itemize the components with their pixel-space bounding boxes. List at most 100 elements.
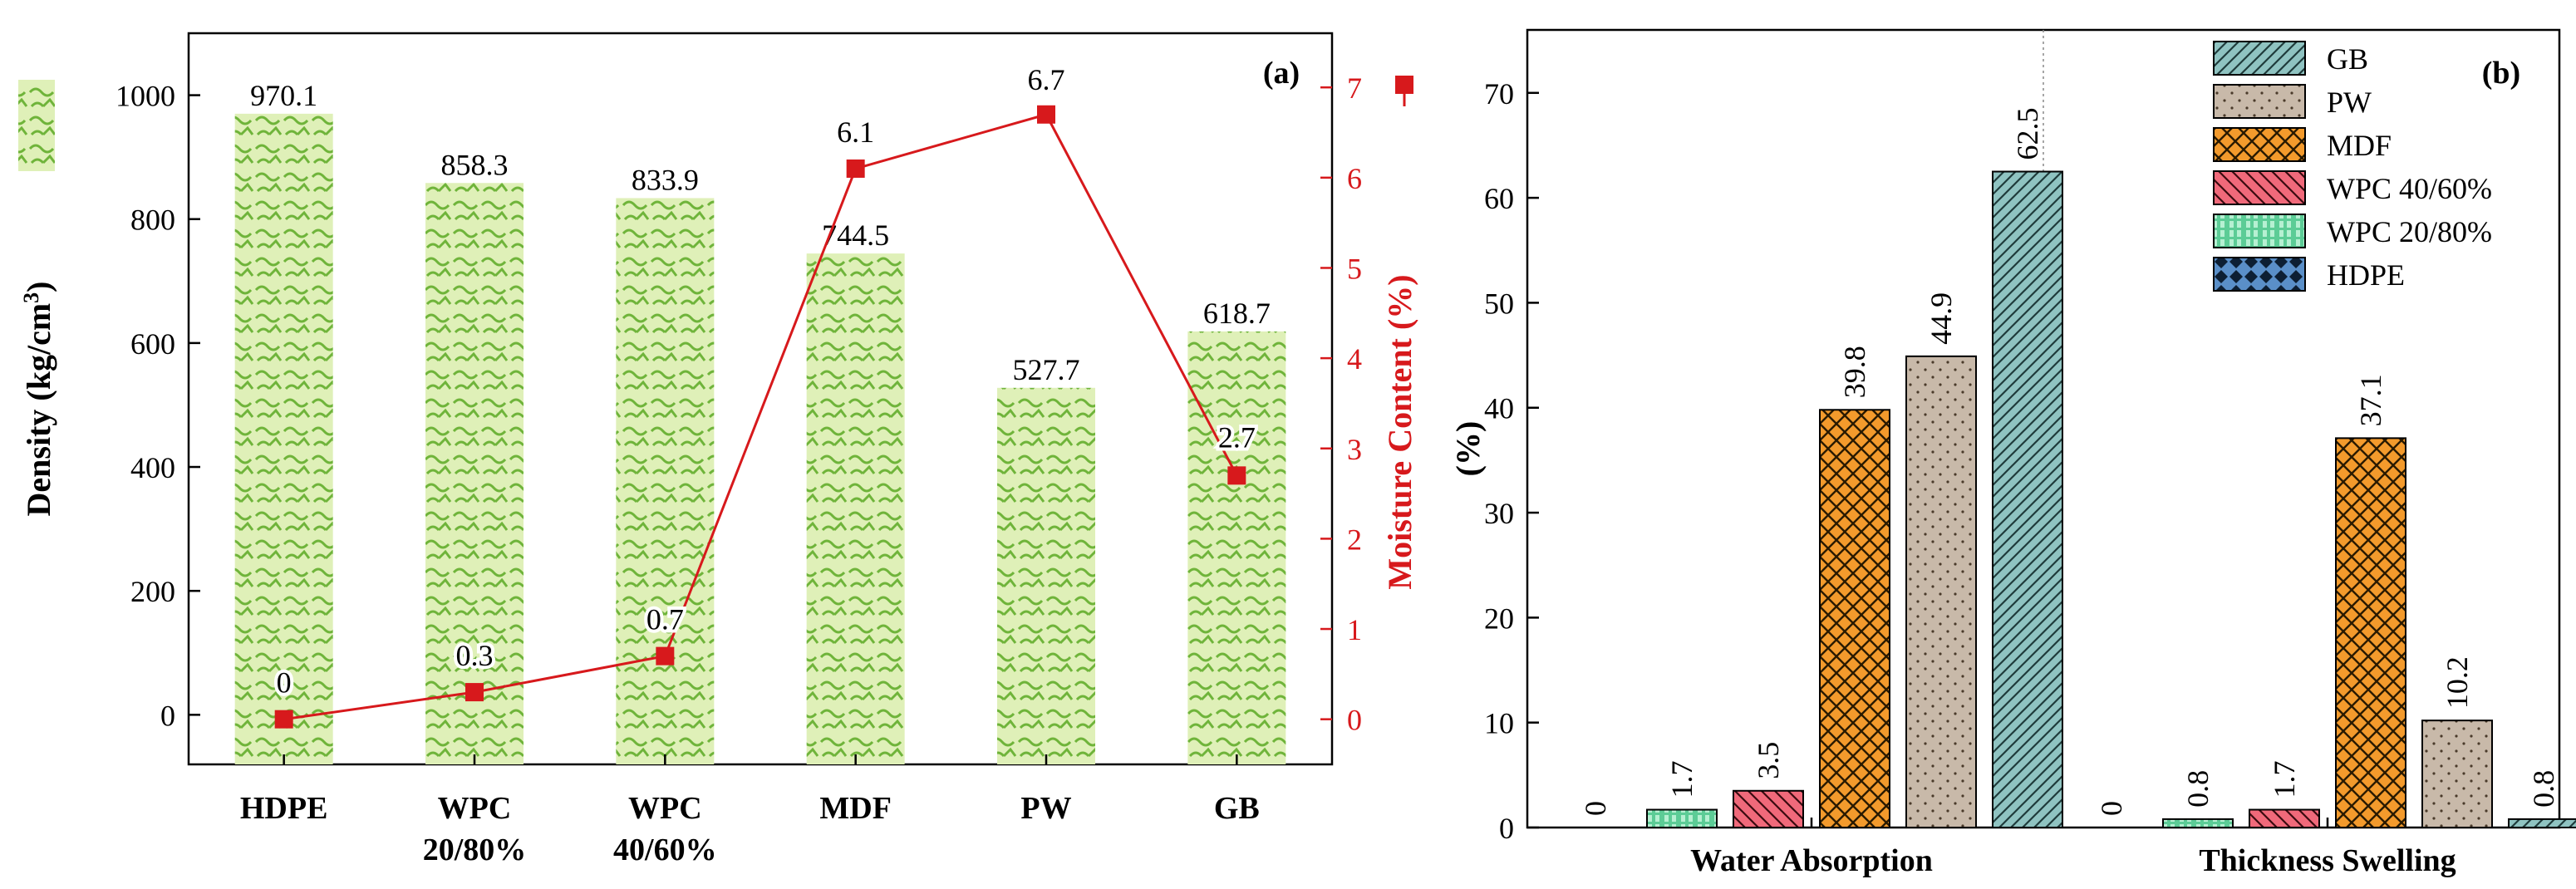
moisture-axis-title: Moisture Content (%) (1381, 274, 1418, 589)
category-label: 20/80% (423, 833, 527, 867)
moisture-point (1037, 105, 1055, 124)
moisture-point (846, 159, 865, 178)
legend-swatch (2213, 41, 2306, 76)
density-bar (425, 183, 524, 764)
panel-b-tick-label: 0 (1499, 812, 1514, 845)
moisture-series-line (283, 113, 1238, 721)
legend-swatch (2213, 84, 2306, 119)
panel-a-frame (187, 32, 1334, 766)
panel-b-bar-label: 10.2 (2441, 656, 2474, 709)
moisture-point (656, 646, 675, 666)
density-bar-label: 858.3 (441, 148, 509, 181)
panel-b-tick-label: 50 (1484, 287, 1514, 320)
density-bar-label: 527.7 (1013, 353, 1080, 386)
moisture-tick-label: 1 (1347, 613, 1362, 646)
moisture-tick-label: 4 (1347, 342, 1362, 376)
moisture-point (465, 683, 484, 702)
legend-swatch (2213, 127, 2306, 162)
category-label: PW (1020, 791, 1071, 826)
panel-b-y-ticks: 0 10 20 30 40 50 60 70 (1484, 77, 1539, 845)
panel-b-bar (2421, 720, 2493, 828)
panel-b-bar (2162, 818, 2234, 828)
panel-b-bar-labels: 0 0 1.7 0.8 3.5 1.7 39.8 37.1 44.9 10.2 62.5 0.8 (1579, 108, 2560, 816)
panel-b-bar-label: 39.8 (1838, 346, 1871, 398)
moisture-line (274, 105, 1246, 729)
panel-b-tick-label: 20 (1484, 602, 1514, 635)
panel-b-bar-label: 0.8 (2527, 770, 2560, 808)
panel-b-y-axis-title: (%) (1449, 421, 1487, 477)
panel-b-bar-label: 3.5 (1752, 742, 1785, 779)
panel-b-bar (2249, 808, 2320, 828)
category-label: 40/60% (613, 833, 717, 867)
density-axis-title: Density (kg/cm3) (19, 282, 57, 517)
moisture-legend-marker (1395, 76, 1413, 94)
panel-b-tick-label: 70 (1484, 77, 1514, 111)
category-label: WPC (628, 791, 702, 826)
legend-swatch (2213, 170, 2306, 205)
panel-b-bar (2335, 437, 2406, 828)
panel-b-bar (1819, 409, 1890, 828)
moisture-tick-label: 6 (1347, 162, 1362, 195)
density-bar (806, 253, 905, 764)
density-tick-label: 600 (130, 327, 175, 361)
moisture-tick-label: 7 (1347, 71, 1362, 105)
panel-b-bar (1733, 789, 1804, 829)
panel-b-absorption-swelling: 0 10 20 30 40 50 60 70 0 0 1.7 0.8 3.5 1.7 39.8 37.1 44… (1449, 28, 2576, 878)
density-bar (616, 198, 715, 765)
panel-b-tick-label: 60 (1484, 182, 1514, 215)
density-bar-label: 744.5 (822, 219, 889, 252)
density-legend-swatch (18, 80, 55, 171)
moisture-tick-label: 0 (1347, 704, 1362, 737)
panel-b-bar-label: 37.1 (2354, 374, 2387, 426)
density-tick-label: 800 (130, 204, 175, 237)
group-label: Water Absorption (1690, 843, 1933, 878)
panel-a-label: (a) (1263, 56, 1300, 91)
density-bar-label: 833.9 (632, 163, 699, 196)
panel-b-bar (1646, 808, 1718, 828)
density-tick-label: 200 (130, 575, 175, 608)
panel-b-bar-label: 1.7 (2268, 761, 2301, 798)
moisture-point-label: 0.3 (456, 639, 494, 672)
density-bar (1187, 331, 1286, 764)
density-axis-ticks: 0 200 400 600 800 1000 (116, 80, 200, 732)
group-label: Thickness Swelling (2199, 843, 2456, 878)
panel-b-bar-label: 44.9 (1925, 292, 1958, 345)
panel-b-bar-label: 0 (2095, 801, 2128, 816)
panel-b-bar-label: 1.7 (1665, 761, 1698, 798)
moisture-point-label: 0 (277, 666, 292, 700)
panel-b-bar (1905, 355, 1977, 828)
panel-a-category-labels: HDPE WPC 20/80% WPC 40/60% MDF PW GB (240, 754, 1260, 867)
category-label: WPC (438, 791, 512, 826)
panel-b-label: (b) (2482, 56, 2520, 91)
moisture-tick-label: 5 (1347, 252, 1362, 285)
density-bar-labels: 970.1 858.3 833.9 744.5 527.7 618.7 (250, 79, 1271, 386)
panel-b-bar-label: 62.5 (2011, 108, 2044, 160)
panel-b-bars (1646, 170, 2576, 829)
panel-b-bar-label: 0.8 (2181, 770, 2215, 808)
panel-b-tick-label: 40 (1484, 392, 1514, 425)
moisture-point (1227, 466, 1246, 485)
density-tick-label: 400 (130, 451, 175, 484)
category-label: GB (1214, 791, 1260, 826)
legend-swatch (2213, 257, 2306, 292)
moisture-point-label: 6.7 (1028, 63, 1065, 96)
moisture-axis-ticks: 0 1 2 3 4 5 6 7 (1320, 71, 1362, 737)
density-tick-label: 0 (160, 699, 175, 732)
panel-b-tick-label: 10 (1484, 707, 1514, 740)
panel-b-tick-label: 30 (1484, 497, 1514, 530)
density-bar (234, 113, 333, 764)
panel-b-bar-label: 0 (1579, 801, 1612, 816)
category-label: MDF (819, 791, 892, 826)
moisture-point-label: 2.7 (1218, 420, 1256, 454)
density-bar-label: 618.7 (1203, 297, 1271, 330)
legend-label: PW (2327, 86, 2372, 119)
legend-label: WPC 40/60% (2327, 172, 2492, 205)
moisture-point-label: 0.7 (646, 603, 684, 636)
moisture-point (274, 710, 293, 729)
panel-b-group-labels: Water Absorption Thickness Swelling (1690, 818, 2456, 878)
legend-label: WPC 20/80% (2327, 215, 2492, 248)
density-bars (234, 113, 1286, 765)
moisture-tick-label: 2 (1347, 523, 1362, 556)
